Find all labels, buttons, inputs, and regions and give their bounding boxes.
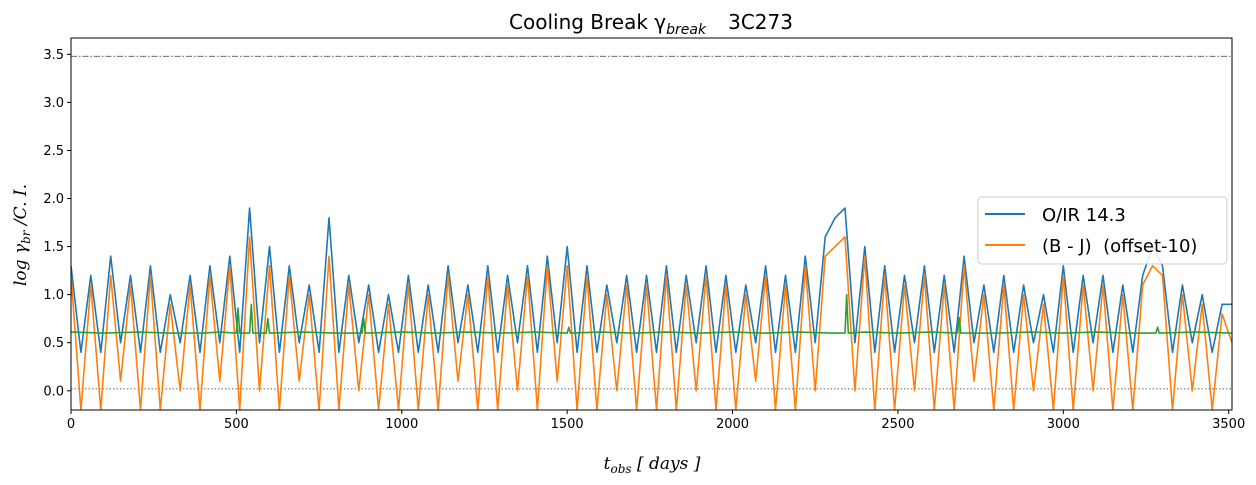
y-tick-label: 1.5 (43, 240, 64, 255)
y-tick-label: 0.0 (43, 384, 64, 399)
x-axis-label-rest: [ days ] (632, 454, 701, 474)
y-tick-label: 2.0 (43, 192, 64, 207)
series-line-2 (71, 293, 1232, 334)
x-tick-label: 1500 (551, 417, 584, 432)
series-layer (71, 207, 1232, 410)
y-tick-label: 3.0 (43, 96, 64, 111)
y-axis-label: log γbr /C. I. (11, 184, 33, 286)
x-axis-label-main: t (604, 454, 611, 474)
y-tick-label: 0.5 (43, 336, 64, 351)
y-axis: 0.0 0.5 1.0 1.5 2.0 2.5 3.0 3.5 (43, 48, 71, 399)
chart-title: Cooling Break γbreak 3C273 (509, 10, 793, 38)
x-tick-label: 0 (67, 417, 75, 432)
chart-title-sub: break (666, 22, 707, 38)
x-tick-label: 1000 (385, 417, 418, 432)
x-tick-label: 2500 (881, 417, 914, 432)
y-tick-label: 1.0 (43, 288, 64, 303)
x-tick-label: 500 (224, 417, 249, 432)
x-axis-label: tobs [ days ] (604, 454, 701, 476)
y-axis-label-rest: /C. I. (11, 184, 31, 230)
x-tick-label: 2000 (716, 417, 749, 432)
x-axis: 0 500 1000 1500 2000 2500 3000 3500 (67, 410, 1245, 432)
series-line-0 (71, 207, 1232, 354)
x-axis-label-sub: obs (610, 462, 631, 476)
x-tick-label: 3000 (1047, 417, 1080, 432)
reference-lines (71, 55, 1232, 390)
legend-label-oir: O/IR 14.3 (1042, 205, 1126, 226)
series-line-1 (71, 236, 1232, 410)
y-tick-label: 3.5 (43, 48, 64, 63)
chart-title-main: Cooling Break γ (509, 10, 666, 34)
legend-box (977, 196, 1228, 265)
plot-area (70, 37, 1233, 411)
legend-label-bj: (B - J) (offset-10) (1042, 236, 1197, 257)
x-tick-label: 3500 (1212, 417, 1245, 432)
legend: O/IR 14.3 (B - J) (offset-10) (977, 196, 1228, 265)
y-axis-label-sub: br (19, 229, 33, 244)
chart-title-object: 3C273 (728, 10, 793, 34)
y-tick-label: 2.5 (43, 144, 64, 159)
plot-frame (70, 37, 1233, 411)
y-axis-label-main: log γ (11, 243, 31, 286)
